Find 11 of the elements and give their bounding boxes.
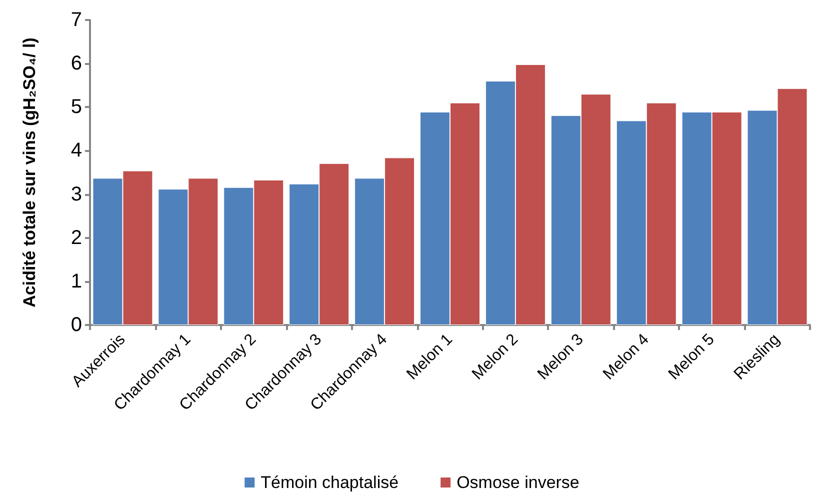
y-tick-label: 5 — [70, 96, 82, 118]
y-tick-label: 6 — [70, 52, 82, 75]
y-tick-label: 0 — [70, 314, 82, 336]
y-tick-label: 3 — [70, 183, 82, 206]
y-tick-label: 7 — [70, 9, 82, 31]
y-tick-label: 4 — [70, 140, 82, 162]
y-axis-title: Acidité totale sur vins (gH₂SO₄/ l) — [20, 38, 39, 308]
y-tick-label: 1 — [70, 270, 82, 292]
y-tick-label: 2 — [70, 226, 82, 249]
legend-label: Témoin chaptalisé — [260, 473, 399, 492]
legend-label: Osmose inverse — [456, 473, 580, 492]
